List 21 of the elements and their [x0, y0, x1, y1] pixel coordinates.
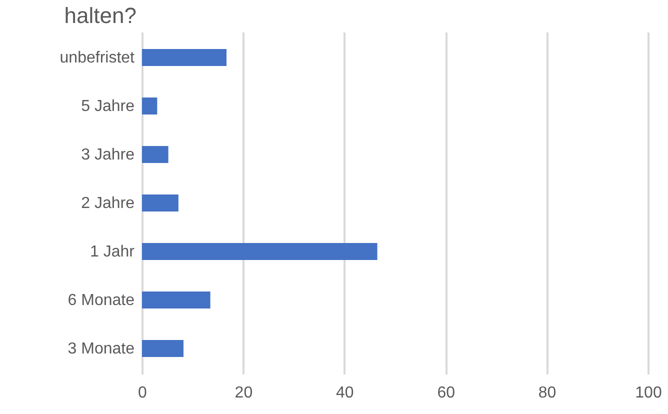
- y-tick-label: 3 Jahre: [81, 146, 135, 164]
- bar: [142, 146, 168, 163]
- bar: [142, 292, 210, 309]
- chart-title: halten?: [64, 3, 136, 28]
- bar: [142, 340, 184, 358]
- bar: [142, 48, 226, 66]
- x-tick-label: 80: [538, 384, 556, 402]
- x-tick-label: 20: [234, 384, 253, 402]
- y-tick-label: 6 Monate: [68, 292, 135, 310]
- x-tick-label: 40: [336, 384, 354, 402]
- y-tick-label: 2 Jahre: [81, 195, 135, 212]
- bar: [142, 97, 158, 114]
- bar: [142, 243, 378, 260]
- y-tick-label: unbefristet: [60, 49, 136, 66]
- x-tick-label: 60: [437, 384, 456, 402]
- y-tick-label: 5 Jahre: [81, 98, 135, 115]
- bar: [142, 194, 178, 212]
- x-tick-label: 100: [635, 384, 662, 402]
- y-tick-label: 1 Jahr: [90, 244, 136, 261]
- y-tick-label: 3 Monate: [68, 340, 135, 358]
- x-tick-label: 0: [138, 384, 148, 402]
